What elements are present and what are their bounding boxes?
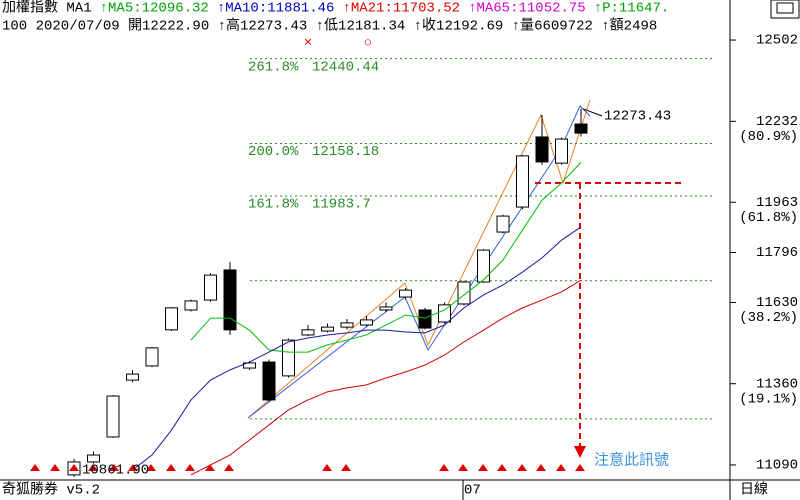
candle-body (574, 123, 588, 134)
candle-body (477, 249, 490, 283)
signal-triangle (205, 464, 215, 471)
fib-label: 200.0% (248, 144, 299, 160)
y-tick-label: 12232 (756, 114, 798, 130)
y-tick-label: 11963 (756, 195, 798, 211)
signal-triangle (575, 464, 585, 471)
quote-row: 100 2020/07/09 開12222.90 ↑高12273.43 ↑低12… (2, 17, 657, 35)
high-pointer (582, 108, 603, 117)
footer-right: 日線 (740, 482, 768, 499)
signal-triangle (341, 464, 351, 471)
y-tick-label: 11630 (756, 295, 798, 311)
candle-body (321, 326, 334, 332)
fib-value: 11983.7 (312, 197, 371, 213)
signal-arrow (574, 446, 586, 458)
candle-body (399, 289, 412, 298)
ma-line (190, 161, 582, 353)
ratio-label: (80.9%) (739, 129, 798, 145)
fib-value: 12158.18 (312, 144, 379, 160)
header-item: ↑MA65:11052.75 (468, 1, 586, 17)
candle-body (106, 395, 120, 438)
signal-triangle (517, 464, 527, 471)
fib-label: 161.8% (248, 197, 299, 213)
signal-triangle (166, 464, 176, 471)
marker: ○ (364, 36, 372, 52)
ratio-label: (61.8%) (739, 210, 798, 226)
candle-body (165, 307, 178, 331)
candle-body (535, 136, 549, 163)
candle-body (516, 155, 529, 208)
trend-line (247, 105, 591, 419)
header-item: ↑MA10:11881.46 (217, 1, 335, 17)
candle-body (379, 306, 393, 311)
candle-body (126, 373, 139, 381)
ratio-label: (38.2%) (739, 310, 798, 326)
candle-body (223, 269, 237, 331)
candle-body (457, 281, 471, 305)
signal-triangle (497, 464, 507, 471)
signal-triangle (536, 464, 546, 471)
ma-line (132, 226, 582, 471)
candle-body (282, 339, 295, 377)
signal-triangle (88, 464, 98, 471)
candle-body (243, 362, 256, 369)
candle-body (555, 138, 568, 164)
candle-body (438, 304, 451, 323)
signal-triangle (458, 464, 468, 471)
candle-body (301, 329, 315, 336)
signal-triangle (146, 464, 156, 471)
header-item: ↑MA5:12096.32 (100, 1, 209, 17)
signal-triangle (69, 464, 79, 471)
candle-body (418, 309, 432, 329)
candle-body (87, 454, 100, 463)
header-item: 加權指數 MA1 (2, 0, 92, 17)
header-item: ↑P:11647. (594, 1, 670, 17)
candle-body (360, 319, 373, 326)
candle-body (262, 361, 276, 401)
candle-body (145, 347, 159, 367)
candle-body (204, 274, 217, 301)
signal-triangle (50, 464, 60, 471)
footer-left: 奇狐勝券 v5.2 (2, 481, 100, 499)
menu-icon (776, 2, 794, 14)
signal-triangle (109, 464, 119, 471)
header-item: ↑MA21:11703.52 (342, 1, 460, 17)
ma-line (190, 279, 582, 476)
signal-triangle (439, 464, 449, 471)
ratio-label: (19.1%) (739, 391, 798, 407)
signal-triangle (478, 464, 488, 471)
candle-body (496, 215, 510, 233)
header: 加權指數 MA1 ↑MA5:12096.32 ↑MA10:11881.46 ↑MA21… (2, 0, 669, 17)
low-label: 10861.90 (82, 463, 149, 479)
y-tick-label: 11090 (756, 458, 798, 474)
signal-triangle (128, 464, 138, 471)
marker: × (304, 36, 312, 52)
signal-triangle (224, 464, 234, 471)
high-label: 12273.43 (604, 109, 671, 125)
candle-body (340, 322, 354, 328)
signal-triangle (556, 464, 566, 471)
candle-body (184, 300, 198, 311)
y-tick-label: 12502 (756, 33, 798, 49)
y-tick-label: 11796 (756, 245, 798, 261)
fib-value: 12440.44 (312, 59, 379, 75)
y-tick-label: 11360 (756, 376, 798, 392)
signal-triangle (322, 464, 332, 471)
signal-triangle (30, 464, 40, 471)
signal-triangle (185, 464, 195, 471)
x-tick-label: 07 (464, 483, 481, 499)
signal-label: 注意此訊號 (594, 451, 669, 469)
fib-label: 261.8% (248, 59, 299, 75)
